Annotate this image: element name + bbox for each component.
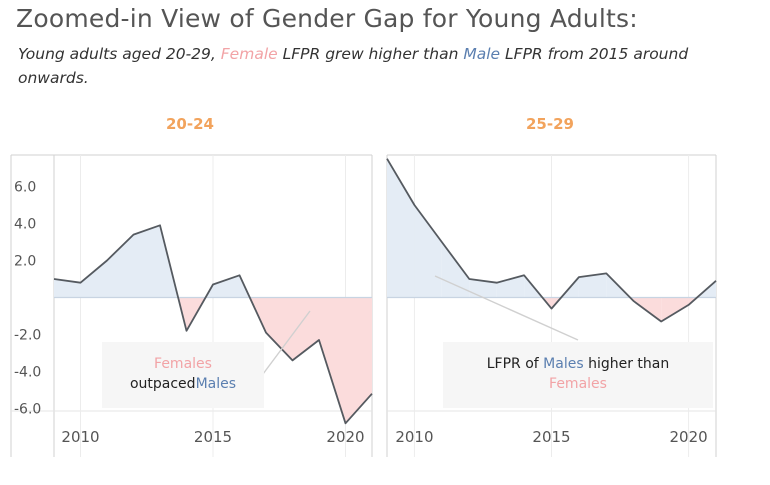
panel-25-29: 2010 2015 2020 <box>386 154 717 457</box>
area-segment-positive <box>80 260 107 298</box>
panel-title-20-24: 20-24 <box>166 115 214 133</box>
subtitle-female-word: Female <box>220 45 278 63</box>
y-tick-label: 4.0 <box>14 216 36 232</box>
y-tick-label: 6.0 <box>14 179 36 195</box>
annotation-females-word: Females <box>154 356 212 372</box>
annotation-leaders <box>262 275 579 375</box>
x-tick-label: 2015 <box>532 428 570 446</box>
panel-20-24: 6.0 4.0 2.0 -2.0 -4.0 -6.0 2010 2015 2020 <box>10 154 373 457</box>
annotation-males-higher: LFPR of Males higher than Females <box>443 342 713 408</box>
area-segment-positive <box>107 234 134 298</box>
annotation-females-word-right: Females <box>549 376 607 392</box>
panel-title-25-29: 25-29 <box>526 115 574 133</box>
annotation-females-outpaced: Females outpacedMales <box>102 342 264 408</box>
area-segment-positive <box>387 158 415 298</box>
area-segment-positive <box>469 278 497 298</box>
area-segment-positive <box>414 204 442 298</box>
chart-subtitle: Young adults aged 20-29, Female LFPR gre… <box>18 42 718 90</box>
y-tick-label: -4.0 <box>14 364 41 380</box>
x-tick-label: 2020 <box>669 428 707 446</box>
area-segment-negative <box>319 297 346 424</box>
area-segment-positive <box>133 225 160 298</box>
series-line <box>53 224 373 425</box>
x-tick-label: 2010 <box>395 428 433 446</box>
area-segment-positive <box>496 275 525 298</box>
area-segment-positive <box>213 275 240 298</box>
area-segment-negative <box>661 297 689 322</box>
y-tick-label: -6.0 <box>14 401 41 417</box>
x-tick-label: 2015 <box>194 428 232 446</box>
y-tick-label: -2.0 <box>14 327 41 343</box>
annotation-males-word-right: Males <box>543 356 584 372</box>
area-segment-negative <box>345 297 372 424</box>
subtitle-middle: LFPR grew higher than <box>282 45 459 63</box>
area-segment-positive <box>578 273 607 298</box>
annotation-lfpr-of: LFPR of <box>486 356 539 372</box>
area-segment-negative <box>266 297 293 361</box>
subtitle-male-word: Male <box>463 45 501 63</box>
annotation-outpaced-word: outpaced <box>129 376 196 392</box>
area-segment-positive <box>54 278 81 298</box>
area-segment-positive <box>441 241 470 298</box>
x-tick-label: 2020 <box>326 428 364 446</box>
subtitle-suffix: LFPR from 2015 around onwards. <box>18 45 689 87</box>
series-line <box>386 158 717 323</box>
annotation-higher-than: higher than <box>588 356 670 372</box>
annotation-leader-right <box>434 275 579 341</box>
annotation-males-word: Males <box>195 376 237 392</box>
x-tick-label: 2010 <box>61 428 99 446</box>
annotation-leader-left <box>262 310 311 375</box>
chart-title: Zoomed-in View of Gender Gap for Young A… <box>16 4 638 33</box>
subtitle-prefix: Young adults aged 20-29, <box>18 45 216 63</box>
y-tick-label: 2.0 <box>14 253 36 269</box>
